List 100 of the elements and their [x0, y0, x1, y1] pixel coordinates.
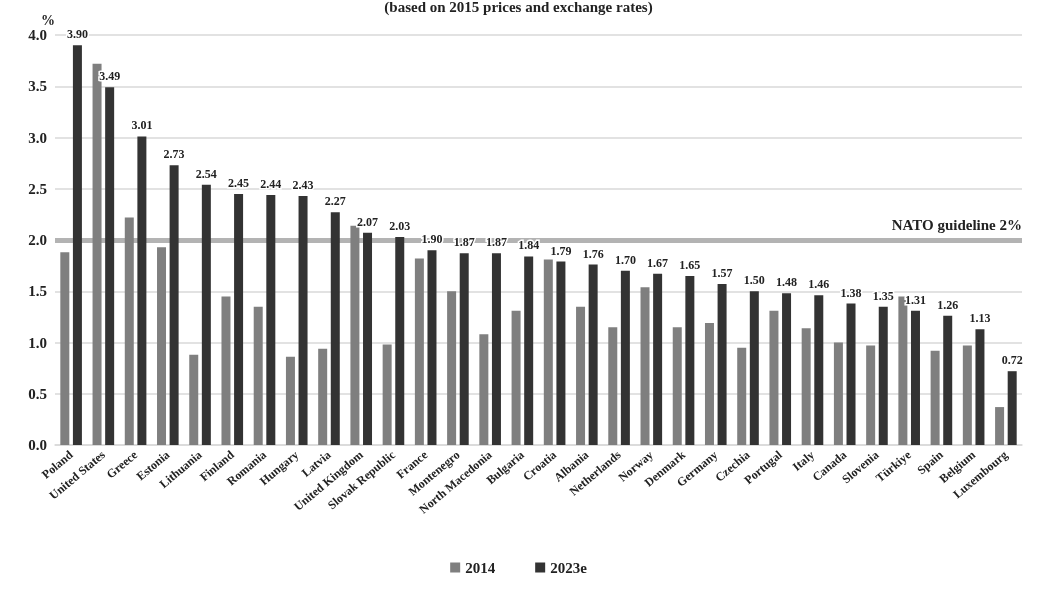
data-label: 2.07	[357, 214, 379, 229]
bar	[511, 310, 521, 445]
bar	[459, 253, 469, 445]
ref-line-label: NATO guideline 2%	[891, 216, 1022, 233]
bar	[350, 225, 360, 445]
bar	[414, 258, 424, 445]
data-label: 1.87	[485, 235, 507, 250]
data-label: 1.76	[582, 246, 604, 261]
data-label: 2.44	[260, 176, 282, 191]
data-label: 1.67	[647, 255, 669, 270]
data-label: 1.87	[453, 235, 475, 250]
bar	[72, 45, 82, 445]
bar	[105, 87, 115, 445]
data-label: 3.01	[131, 118, 153, 133]
data-label: 0.72	[1001, 353, 1023, 368]
y-tick-label: 2.5	[28, 180, 47, 197]
data-label: 1.50	[743, 273, 765, 288]
bar	[995, 407, 1005, 445]
bar	[479, 334, 489, 445]
y-tick-label: 0.0	[28, 437, 47, 453]
data-label: 1.65	[679, 257, 701, 272]
data-label: 1.84	[518, 238, 540, 253]
bar	[266, 194, 276, 445]
bar	[930, 350, 940, 445]
bar	[221, 296, 231, 445]
bar	[866, 345, 876, 445]
data-label: 1.13	[969, 311, 991, 326]
bar	[285, 356, 295, 445]
data-label: 1.48	[776, 275, 798, 290]
bar	[427, 250, 437, 445]
bar	[60, 252, 70, 445]
data-label: 1.90	[421, 232, 443, 247]
bar	[782, 293, 792, 445]
bar	[234, 193, 244, 445]
bar	[640, 287, 650, 445]
data-label: 1.57	[711, 266, 733, 281]
data-label: 1.70	[614, 252, 636, 267]
data-label: 1.35	[872, 288, 894, 303]
bar	[201, 184, 211, 445]
chart-subtitle: (based on 2015 prices and exchange rates)	[384, 0, 653, 16]
bar	[898, 296, 908, 445]
legend-label: 2014	[465, 559, 496, 576]
bar	[395, 236, 405, 445]
bar	[363, 232, 373, 445]
bar	[846, 303, 856, 445]
bar	[833, 342, 843, 445]
bar	[491, 253, 501, 445]
bar	[717, 284, 727, 445]
data-label: 2.73	[163, 147, 185, 162]
y-tick-label: 4.0	[28, 27, 47, 43]
bar	[157, 247, 167, 445]
bar	[801, 328, 811, 445]
bar	[169, 165, 179, 445]
legend-label: 2023e	[550, 559, 588, 576]
bar	[382, 344, 392, 445]
data-label: 2.45	[228, 175, 250, 190]
bar	[653, 273, 663, 445]
y-axis-title: %	[41, 12, 55, 28]
y-tick-label: 3.5	[28, 78, 47, 95]
bar	[910, 310, 920, 445]
bar	[556, 261, 566, 445]
bar	[524, 256, 534, 445]
data-label: 2.43	[292, 177, 314, 192]
bar	[318, 348, 328, 445]
bar	[447, 291, 457, 445]
bar	[253, 306, 263, 445]
data-label: 1.46	[808, 277, 830, 292]
bar	[878, 306, 888, 445]
data-label: 2.54	[195, 166, 217, 181]
bar	[769, 310, 779, 445]
bar	[588, 264, 598, 445]
bar	[704, 323, 714, 445]
bar	[672, 327, 682, 445]
bar	[975, 329, 985, 445]
bar	[962, 345, 972, 445]
y-tick-label: 1.5	[28, 283, 47, 300]
bar	[685, 275, 695, 445]
data-label: 1.79	[550, 243, 572, 258]
y-tick-label: 2.0	[28, 232, 47, 248]
y-tick-label: 3.0	[28, 129, 47, 146]
bar	[737, 347, 747, 445]
bar	[608, 327, 618, 445]
data-label: 1.38	[840, 285, 862, 300]
bar	[298, 195, 308, 445]
bar	[620, 270, 630, 445]
bar	[576, 306, 586, 445]
data-label: 1.26	[937, 297, 959, 312]
bar	[137, 136, 147, 445]
bar	[749, 291, 759, 445]
bar	[1007, 371, 1017, 445]
data-label: 2.03	[389, 218, 411, 233]
y-tick-label: 0.5	[28, 385, 47, 402]
y-tick-label: 1.0	[28, 334, 47, 351]
bar	[330, 212, 340, 445]
data-label: 2.27	[324, 194, 346, 209]
bar	[124, 217, 134, 445]
bar	[189, 354, 199, 445]
bar	[943, 315, 953, 445]
bar	[814, 295, 824, 445]
bar	[543, 259, 553, 445]
